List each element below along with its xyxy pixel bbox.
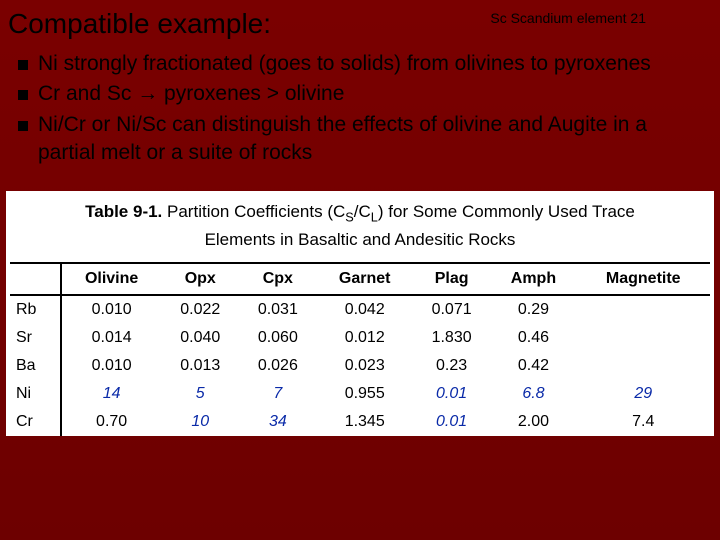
- cell: 34: [239, 408, 317, 436]
- caption-text: Partition Coefficients (C: [167, 202, 345, 221]
- cell: 10: [161, 408, 239, 436]
- cell: 1.830: [413, 324, 491, 352]
- list-item: Cr and Sc → pyroxenes > olivine: [18, 80, 702, 108]
- col-header: Garnet: [317, 263, 413, 295]
- row-label: Ni: [10, 380, 61, 408]
- cell: [576, 295, 710, 324]
- cell: 0.026: [239, 352, 317, 380]
- cell: 0.23: [413, 352, 491, 380]
- col-header: Magnetite: [576, 263, 710, 295]
- cell: 7.4: [576, 408, 710, 436]
- cell: 0.01: [413, 380, 491, 408]
- list-item: Ni/Cr or Ni/Sc can distinguish the effec…: [18, 111, 702, 168]
- cell: 0.29: [490, 295, 576, 324]
- cell: 29: [576, 380, 710, 408]
- table-header-row: Olivine Opx Cpx Garnet Plag Amph Magneti…: [10, 263, 710, 295]
- cell: 2.00: [490, 408, 576, 436]
- cell: 0.060: [239, 324, 317, 352]
- bullet-text: Ni strongly fractionated (goes to solids…: [38, 50, 651, 78]
- cell: 0.042: [317, 295, 413, 324]
- cell: 7: [239, 380, 317, 408]
- cell: 0.040: [161, 324, 239, 352]
- cell: [576, 324, 710, 352]
- table-row: Ba0.0100.0130.0260.0230.230.42: [10, 352, 710, 380]
- row-label: Sr: [10, 324, 61, 352]
- bullet-text: Cr and Sc → pyroxenes > olivine: [38, 80, 344, 108]
- cell: 14: [61, 380, 162, 408]
- cell: 0.01: [413, 408, 491, 436]
- bullet-list: Ni strongly fractionated (goes to solids…: [0, 40, 720, 183]
- slide: Compatible example: Sc Scandium element …: [0, 0, 720, 540]
- header-row: Compatible example: Sc Scandium element …: [0, 0, 720, 40]
- cell: 0.071: [413, 295, 491, 324]
- cell: 0.014: [61, 324, 162, 352]
- col-header: [10, 263, 61, 295]
- cell: 0.023: [317, 352, 413, 380]
- col-header: Amph: [490, 263, 576, 295]
- cell: 1.345: [317, 408, 413, 436]
- cell: 0.955: [317, 380, 413, 408]
- row-label: Ba: [10, 352, 61, 380]
- row-label: Rb: [10, 295, 61, 324]
- page-title: Compatible example:: [8, 8, 271, 40]
- bullet-icon: [18, 60, 28, 70]
- cell: 0.012: [317, 324, 413, 352]
- table-body: Rb0.0100.0220.0310.0420.0710.29Sr0.0140.…: [10, 295, 710, 436]
- cell: [576, 352, 710, 380]
- row-label: Cr: [10, 408, 61, 436]
- cell: 5: [161, 380, 239, 408]
- col-header: Olivine: [61, 263, 162, 295]
- table-row: Cr0.7010341.3450.012.007.4: [10, 408, 710, 436]
- cell: 0.46: [490, 324, 576, 352]
- caption-label: Table 9-1.: [85, 202, 162, 221]
- col-header: Cpx: [239, 263, 317, 295]
- col-header: Plag: [413, 263, 491, 295]
- bullet-icon: [18, 121, 28, 131]
- cell: 6.8: [490, 380, 576, 408]
- header-note: Sc Scandium element 21: [490, 10, 646, 26]
- bullet-text: Ni/Cr or Ni/Sc can distinguish the effec…: [38, 111, 702, 168]
- caption-text: /C: [354, 202, 371, 221]
- cell: 0.42: [490, 352, 576, 380]
- cell: 0.022: [161, 295, 239, 324]
- cell: 0.031: [239, 295, 317, 324]
- cell: 0.013: [161, 352, 239, 380]
- cell: 0.010: [61, 352, 162, 380]
- table-row: Sr0.0140.0400.0600.0121.8300.46: [10, 324, 710, 352]
- caption-sub: L: [371, 210, 378, 225]
- table-region: Table 9-1. Partition Coefficients (CS/CL…: [6, 191, 714, 436]
- table-caption: Table 9-1. Partition Coefficients (CS/CL…: [10, 199, 710, 252]
- cell: 0.70: [61, 408, 162, 436]
- table-row: Rb0.0100.0220.0310.0420.0710.29: [10, 295, 710, 324]
- table-row: Ni14570.9550.016.829: [10, 380, 710, 408]
- caption-text: ) for Some Commonly Used Trace: [378, 202, 635, 221]
- data-table: Olivine Opx Cpx Garnet Plag Amph Magneti…: [10, 262, 710, 436]
- caption-line2: Elements in Basaltic and Andesitic Rocks: [205, 230, 516, 249]
- caption-sub: S: [345, 210, 354, 225]
- list-item: Ni strongly fractionated (goes to solids…: [18, 50, 702, 78]
- bullet-icon: [18, 90, 28, 100]
- col-header: Opx: [161, 263, 239, 295]
- cell: 0.010: [61, 295, 162, 324]
